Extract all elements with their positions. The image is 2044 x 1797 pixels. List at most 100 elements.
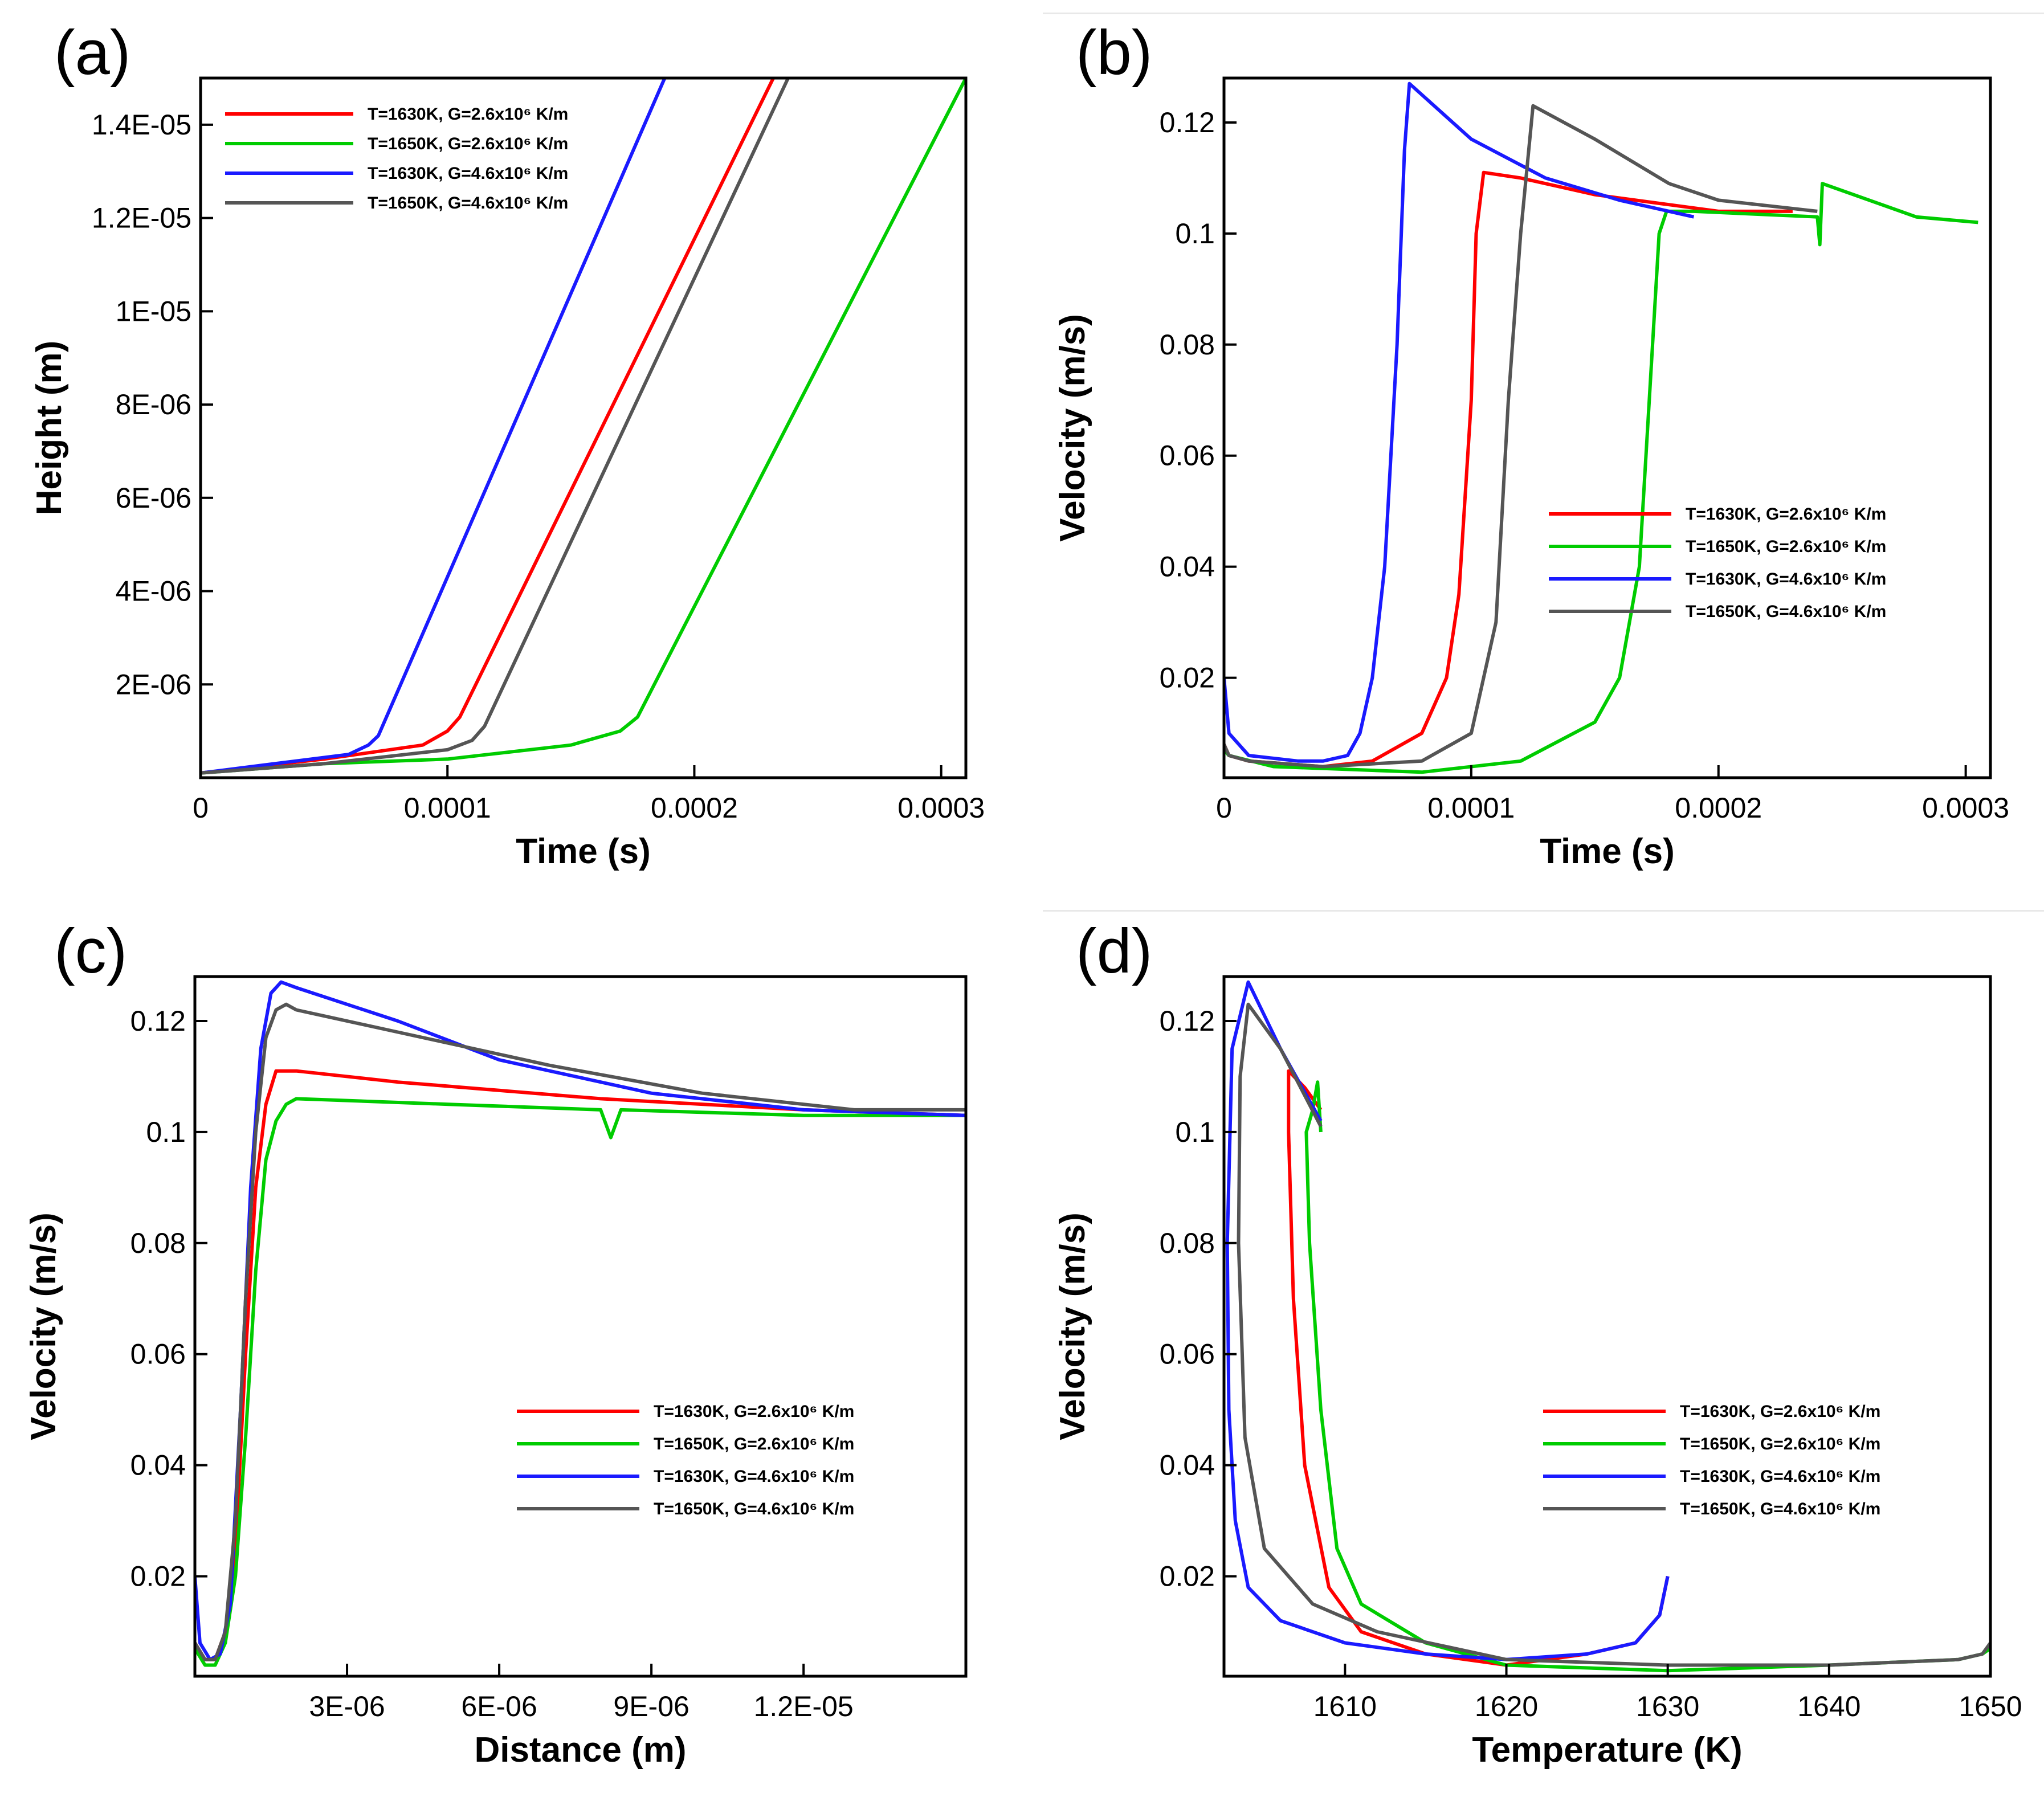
x-tick-label: 1630 <box>1636 1690 1699 1722</box>
y-tick-label: 0.1 <box>146 1116 186 1148</box>
legend-label: T=1630K, G=4.6x10⁶ K/m <box>654 1467 854 1486</box>
legend: T=1630K, G=2.6x10⁶ K/m T=1650K, G=2.6x10⁶… <box>1543 1402 1880 1518</box>
chart-panel-d: (d) 1610 1620 1630 1640 1650 0.02 0.04 0.06 0.08 0… <box>1022 899 2044 1797</box>
panel-label: (d) <box>1076 916 1152 986</box>
series-line-1 <box>1224 170 1793 769</box>
y-axis-title: Velocity (m/s) <box>24 1212 63 1440</box>
y-tick-label: 0.12 <box>1160 1005 1215 1037</box>
y-tick-label: 0.1 <box>1175 1116 1215 1148</box>
y-tick-label: 0.02 <box>1160 662 1215 694</box>
row-separator <box>1043 910 2044 912</box>
series-line-4 <box>201 78 790 775</box>
series-line-2 <box>201 78 966 775</box>
x-tick-label: 6E-06 <box>461 1690 537 1722</box>
series-line-4 <box>1224 104 1818 769</box>
y-tick-label: 0.08 <box>1160 1227 1215 1259</box>
legend-label: T=1630K, G=2.6x10⁶ K/m <box>1680 1402 1880 1421</box>
y-tick-label: 0.08 <box>1160 329 1215 361</box>
x-tick-label: 1610 <box>1313 1690 1377 1722</box>
series-line-2 <box>1224 182 1978 774</box>
x-tick-label: 1650 <box>1959 1690 2022 1722</box>
series-line-3 <box>195 980 966 1661</box>
legend-label: T=1650K, G=4.6x10⁶ K/m <box>368 194 568 213</box>
y-axis-title: Velocity (m/s) <box>1053 314 1092 542</box>
plot-frame <box>1222 975 1992 1678</box>
panel-label: (b) <box>1076 18 1152 88</box>
series-line-3 <box>201 78 667 775</box>
x-tick-label: 0.0003 <box>897 792 985 824</box>
y-tick-label: 1.4E-05 <box>92 109 191 141</box>
chart-panel-b: (b) 0 0.0001 0.0002 0.0003 0.02 0.04 0.06 0.08 0.… <box>1022 0 2044 899</box>
panel-label: (a) <box>54 18 130 88</box>
legend-label: T=1650K, G=4.6x10⁶ K/m <box>1680 1500 1880 1518</box>
y-tick-label: 1.2E-05 <box>92 202 191 234</box>
row-separator <box>1043 13 2044 14</box>
x-axis-title: Time (s) <box>516 832 651 871</box>
y-tick-label: 0.04 <box>1160 1449 1215 1481</box>
y-tick-label: 1E-05 <box>116 295 191 327</box>
y-tick-label: 6E-06 <box>116 482 191 514</box>
legend: T=1630K, G=2.6x10⁶ K/m T=1650K, G=2.6x10⁶… <box>225 105 568 213</box>
plot-frame <box>199 76 968 779</box>
panel-label: (c) <box>54 916 127 986</box>
x-axis-title: Time (s) <box>1540 832 1675 871</box>
legend-label: T=1650K, G=4.6x10⁶ K/m <box>654 1500 854 1518</box>
chart-svg: (d) 1610 1620 1630 1640 1650 0.02 0.04 0.06 0.08 0… <box>1053 916 2022 1770</box>
legend-label: T=1650K, G=2.6x10⁶ K/m <box>368 134 568 153</box>
x-tick-label: 0.0003 <box>1922 792 2009 824</box>
chart-svg: (a) 0 0.0001 0.0002 0.0003 2E-06 4E-06 6E-06 8E-… <box>30 18 985 871</box>
plot-frame <box>1222 76 1992 779</box>
y-axis-title: Height (m) <box>30 341 69 516</box>
x-tick-label: 0.0001 <box>1427 792 1515 824</box>
y-tick-label: 0.02 <box>1160 1561 1215 1592</box>
legend: T=1630K, G=2.6x10⁶ K/m T=1650K, G=2.6x10⁶… <box>517 1402 854 1518</box>
series-line-4 <box>1237 1002 1990 1667</box>
y-tick-label: 0.04 <box>130 1449 186 1481</box>
legend-label: T=1630K, G=2.6x10⁶ K/m <box>368 105 568 124</box>
x-axis-title: Distance (m) <box>474 1730 686 1770</box>
x-tick-label: 1.2E-05 <box>754 1690 854 1722</box>
x-tick-label: 3E-06 <box>309 1690 385 1722</box>
legend: T=1630K, G=2.6x10⁶ K/m T=1650K, G=2.6x10⁶… <box>1549 505 1886 621</box>
plot-frame <box>193 975 968 1678</box>
series-line-4 <box>195 1002 966 1661</box>
y-axis-title: Velocity (m/s) <box>1053 1212 1092 1440</box>
y-tick-label: 4E-06 <box>116 575 191 607</box>
x-tick-label: 0.0002 <box>651 792 738 824</box>
series-line-2 <box>1304 1080 1990 1673</box>
chart-panel-c: (c) 3E-06 6E-06 9E-06 1.2E-05 0.02 0.04 0.06 0.0… <box>0 899 1022 1797</box>
legend-label: T=1630K, G=4.6x10⁶ K/m <box>1686 570 1886 589</box>
x-tick-label: 0 <box>193 792 209 824</box>
y-tick-label: 0.08 <box>130 1227 186 1259</box>
chart-svg: (b) 0 0.0001 0.0002 0.0003 0.02 0.04 0.06 0.08 0.… <box>1053 18 2009 871</box>
y-tick-label: 2E-06 <box>116 668 191 700</box>
y-tick-label: 8E-06 <box>116 389 191 420</box>
x-axis-title: Temperature (K) <box>1472 1730 1742 1770</box>
chart-svg: (c) 3E-06 6E-06 9E-06 1.2E-05 0.02 0.04 0.06 0.0… <box>24 916 968 1770</box>
series-line-3 <box>1224 81 1695 763</box>
x-tick-label: 0.0002 <box>1675 792 1762 824</box>
legend-label: T=1630K, G=2.6x10⁶ K/m <box>1686 505 1886 524</box>
x-tick-label: 1640 <box>1797 1690 1861 1722</box>
series-line-3 <box>1225 980 1670 1661</box>
y-tick-label: 0.12 <box>130 1005 186 1037</box>
y-tick-label: 0.06 <box>1160 1338 1215 1370</box>
legend-label: T=1630K, G=2.6x10⁶ K/m <box>654 1402 854 1421</box>
legend-label: T=1630K, G=4.6x10⁶ K/m <box>1680 1467 1880 1486</box>
series-line-1 <box>195 1069 966 1661</box>
x-tick-label: 0.0001 <box>404 792 491 824</box>
y-tick-label: 0.12 <box>1160 107 1215 138</box>
legend-label: T=1650K, G=2.6x10⁶ K/m <box>1680 1435 1880 1453</box>
y-tick-label: 0.06 <box>130 1338 186 1370</box>
legend-label: T=1630K, G=4.6x10⁶ K/m <box>368 164 568 183</box>
y-tick-label: 0.04 <box>1160 551 1215 583</box>
x-tick-label: 9E-06 <box>613 1690 689 1722</box>
series-line-1 <box>1287 1069 1670 1667</box>
x-tick-label: 0 <box>1216 792 1232 824</box>
series-line-2 <box>195 1097 966 1667</box>
legend-label: T=1650K, G=2.6x10⁶ K/m <box>654 1435 854 1453</box>
legend-label: T=1650K, G=4.6x10⁶ K/m <box>1686 602 1886 621</box>
y-tick-label: 0.02 <box>130 1561 186 1592</box>
chart-panel-a: (a) 0 0.0001 0.0002 0.0003 2E-06 4E-06 6E-06 8E-… <box>0 0 1022 899</box>
legend-label: T=1650K, G=2.6x10⁶ K/m <box>1686 537 1886 556</box>
